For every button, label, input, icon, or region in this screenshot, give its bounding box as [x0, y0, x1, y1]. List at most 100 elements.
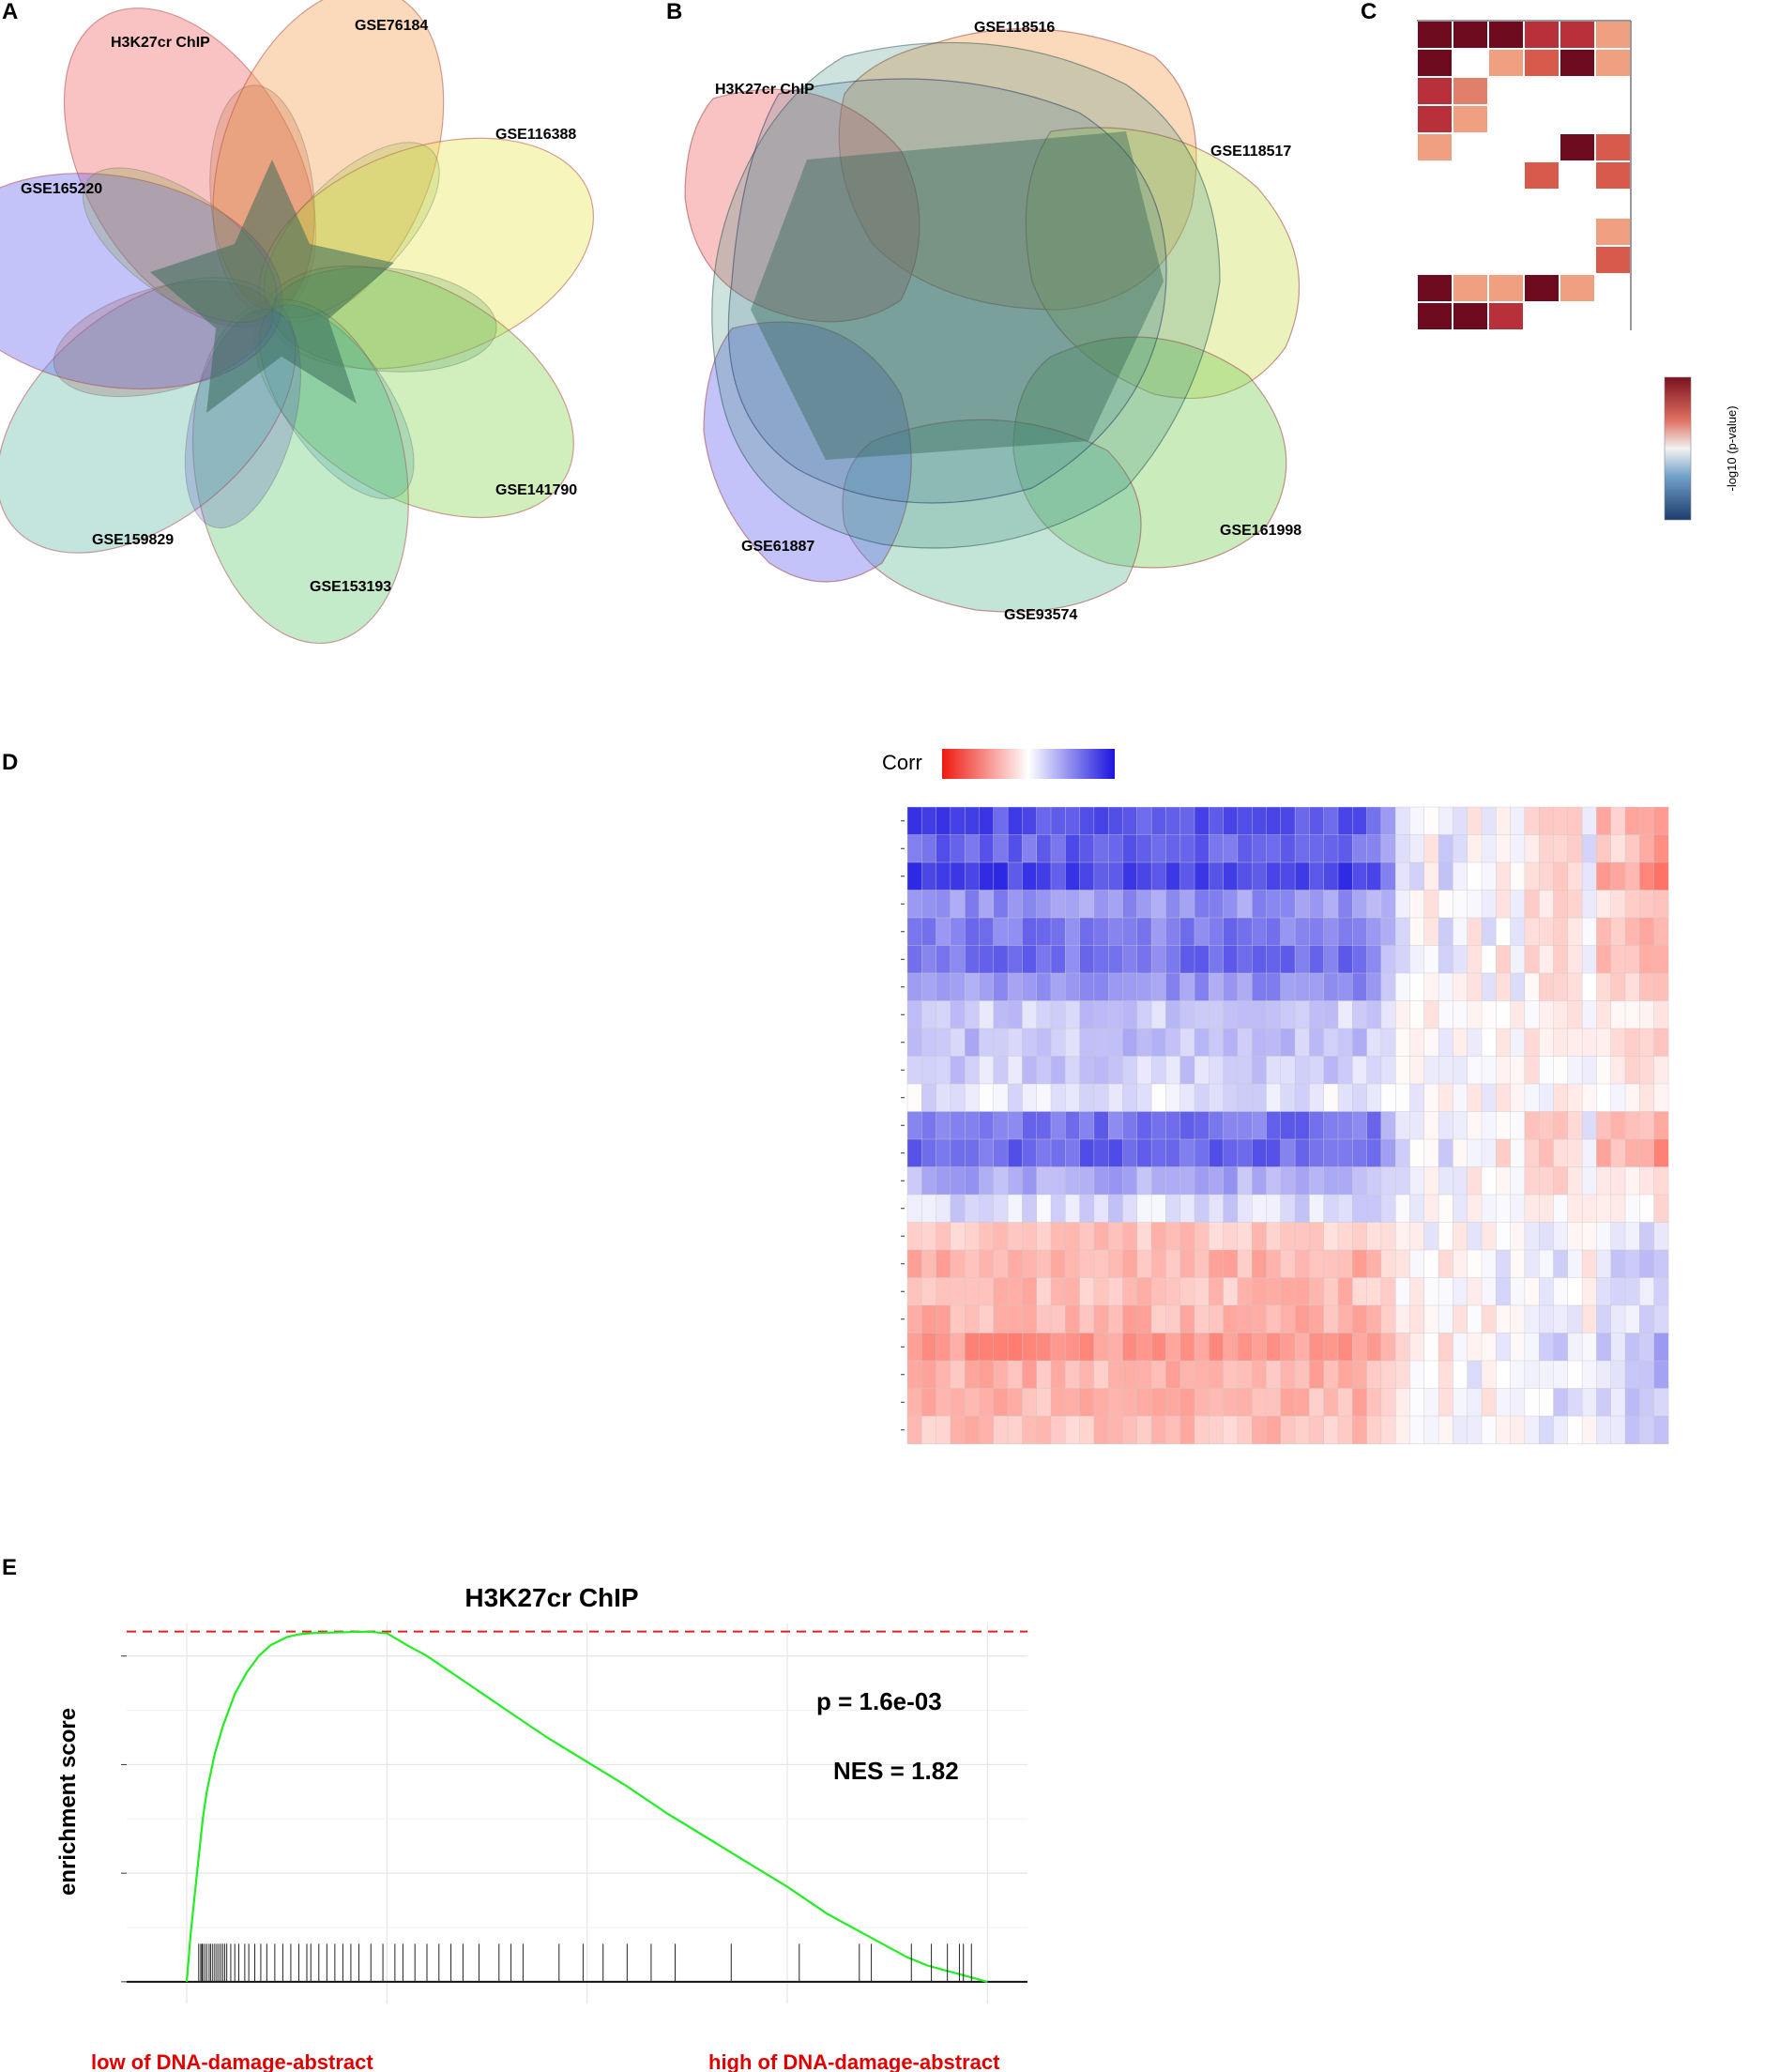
d-heatmap-cell: [1237, 890, 1253, 919]
d-heatmap-cell: [1639, 1111, 1655, 1140]
d-heatmap-cell: [1294, 1083, 1310, 1112]
d-heatmap-cell: [1007, 1028, 1023, 1057]
d-heatmap-cell: [993, 1194, 1009, 1223]
d-heatmap-cell: [1237, 917, 1253, 946]
d-heatmap-cell: [1496, 1083, 1512, 1112]
d-heatmap-cell: [1510, 1083, 1526, 1112]
d-heatmap-cell: [936, 1166, 951, 1196]
d-heatmap-cell: [1050, 1360, 1066, 1389]
d-heatmap-cell: [1107, 806, 1123, 835]
d-heatmap-cell: [1050, 1138, 1066, 1167]
d-heatmap-cell: [979, 1333, 995, 1362]
d-heatmap-cell: [1624, 1000, 1640, 1029]
d-heatmap-cell: [1050, 1304, 1066, 1333]
d-heatmap-cell: [1610, 917, 1626, 946]
d-heatmap-cell: [1538, 1222, 1554, 1251]
d-heatmap-cell: [1150, 972, 1166, 1001]
d-heatmap-cell: [1581, 1222, 1597, 1251]
d-heatmap-cell: [1280, 1277, 1296, 1306]
d-heatmap-cell: [1280, 1388, 1296, 1417]
d-heatmap-cell: [1538, 890, 1554, 919]
d-heatmap-cell: [1280, 1083, 1296, 1112]
d-heatmap-cell: [906, 1194, 922, 1223]
d-heatmap-cell: [1510, 1388, 1526, 1417]
d-heatmap-cell: [1107, 1083, 1123, 1112]
d-heatmap-cell: [1022, 1333, 1038, 1362]
d-heatmap-cell: [1409, 1304, 1425, 1333]
d-heatmap-cell: [1122, 1249, 1138, 1278]
d-heatmap-cell: [1022, 890, 1038, 919]
d-heatmap-cell: [1007, 806, 1023, 835]
d-heatmap-cell: [1194, 1083, 1210, 1112]
d-heatmap-cell: [921, 890, 936, 919]
d-heatmap-cell: [1107, 1138, 1123, 1167]
d-heatmap-cell: [979, 1083, 995, 1112]
d-heatmap-cell: [1165, 1111, 1181, 1140]
d-heatmap-cell: [1309, 945, 1325, 974]
d-heatmap-cell: [1237, 1056, 1253, 1085]
d-heatmap-cell: [1524, 1304, 1540, 1333]
d-heatmap-cell: [1050, 1249, 1066, 1278]
d-heatmap-cell: [1394, 1388, 1410, 1417]
d-heatmap-cell: [1553, 806, 1569, 835]
d-heatmap-cell: [1294, 890, 1310, 919]
d-heatmap-cell: [1553, 1028, 1569, 1057]
d-heatmap-cell: [1567, 1028, 1583, 1057]
d-heatmap-cell: [1107, 1222, 1123, 1251]
d-heatmap-cell: [1309, 1277, 1325, 1306]
d-heatmap-cell: [1323, 1277, 1339, 1306]
venn-a-center: [150, 160, 394, 413]
d-heatmap-cell: [1079, 1360, 1095, 1389]
d-heatmap-cell: [1280, 1360, 1296, 1389]
d-heatmap-cell: [1481, 1056, 1497, 1085]
d-heatmap-cell: [1639, 1333, 1655, 1362]
d-heatmap-cell: [1093, 1111, 1109, 1140]
d-heatmap-cell: [979, 917, 995, 946]
d-heatmap-cell: [1179, 1083, 1195, 1112]
d-heatmap-cell: [1194, 1388, 1210, 1417]
d-heatmap-cell: [1122, 1138, 1138, 1167]
d-heatmap-cell: [1581, 806, 1597, 835]
d-heatmap-cell: [1309, 1028, 1325, 1057]
d-heatmap-cell: [1496, 1388, 1512, 1417]
d-heatmap-cell: [1352, 1222, 1368, 1251]
d-heatmap-cell: [1179, 1194, 1195, 1223]
d-heatmap-cell: [1136, 972, 1152, 1001]
d-heatmap-cell: [1280, 1194, 1296, 1223]
d-heatmap-cell: [1567, 1000, 1583, 1029]
d-heatmap-cell: [1610, 834, 1626, 863]
d-heatmap-cell: [1280, 1415, 1296, 1444]
d-heatmap-cell: [1352, 1333, 1368, 1362]
d-heatmap-cell: [1165, 1249, 1181, 1278]
d-heatmap-cell: [1309, 972, 1325, 1001]
d-heatmap-cell: [1481, 1111, 1497, 1140]
d-heatmap-cell: [1596, 917, 1612, 946]
d-heatmap-cell: [1079, 917, 1095, 946]
c-heatmap-cell: [1489, 22, 1523, 48]
d-heatmap-cell: [1323, 1111, 1339, 1140]
d-heatmap-cell: [1510, 1056, 1526, 1085]
d-heatmap-cell: [950, 1111, 966, 1140]
e-xlabel-low: low of DNA-damage-abstract: [91, 2050, 373, 2072]
venn-a-set-label-3: GSE116388: [495, 127, 576, 143]
d-heatmap-cell: [1453, 1277, 1468, 1306]
d-heatmap-cell: [1179, 861, 1195, 891]
d-heatmap-cell: [1438, 1000, 1453, 1029]
d-heatmap-cell: [1538, 1028, 1554, 1057]
d-heatmap-cell: [1438, 1304, 1453, 1333]
d-heatmap-cell: [1366, 1388, 1382, 1417]
d-heatmap-cell: [1266, 1083, 1282, 1112]
c-heatmap-cell: [1418, 78, 1452, 104]
d-heatmap-cell: [1079, 1138, 1095, 1167]
d-heatmap-cell: [1337, 1111, 1353, 1140]
d-heatmap-cell: [1423, 1333, 1439, 1362]
d-heatmap-cell: [1237, 1083, 1253, 1112]
d-heatmap-cell: [1022, 1056, 1038, 1085]
d-heatmap-cell: [1150, 834, 1166, 863]
d-heatmap-cell: [1409, 945, 1425, 974]
d-heatmap-cell: [1653, 1304, 1669, 1333]
d-heatmap-cell: [1596, 1415, 1612, 1444]
d-heatmap-cell: [1481, 1138, 1497, 1167]
d-heatmap-cell: [964, 972, 980, 1001]
d-heatmap-cell: [1653, 1028, 1669, 1057]
